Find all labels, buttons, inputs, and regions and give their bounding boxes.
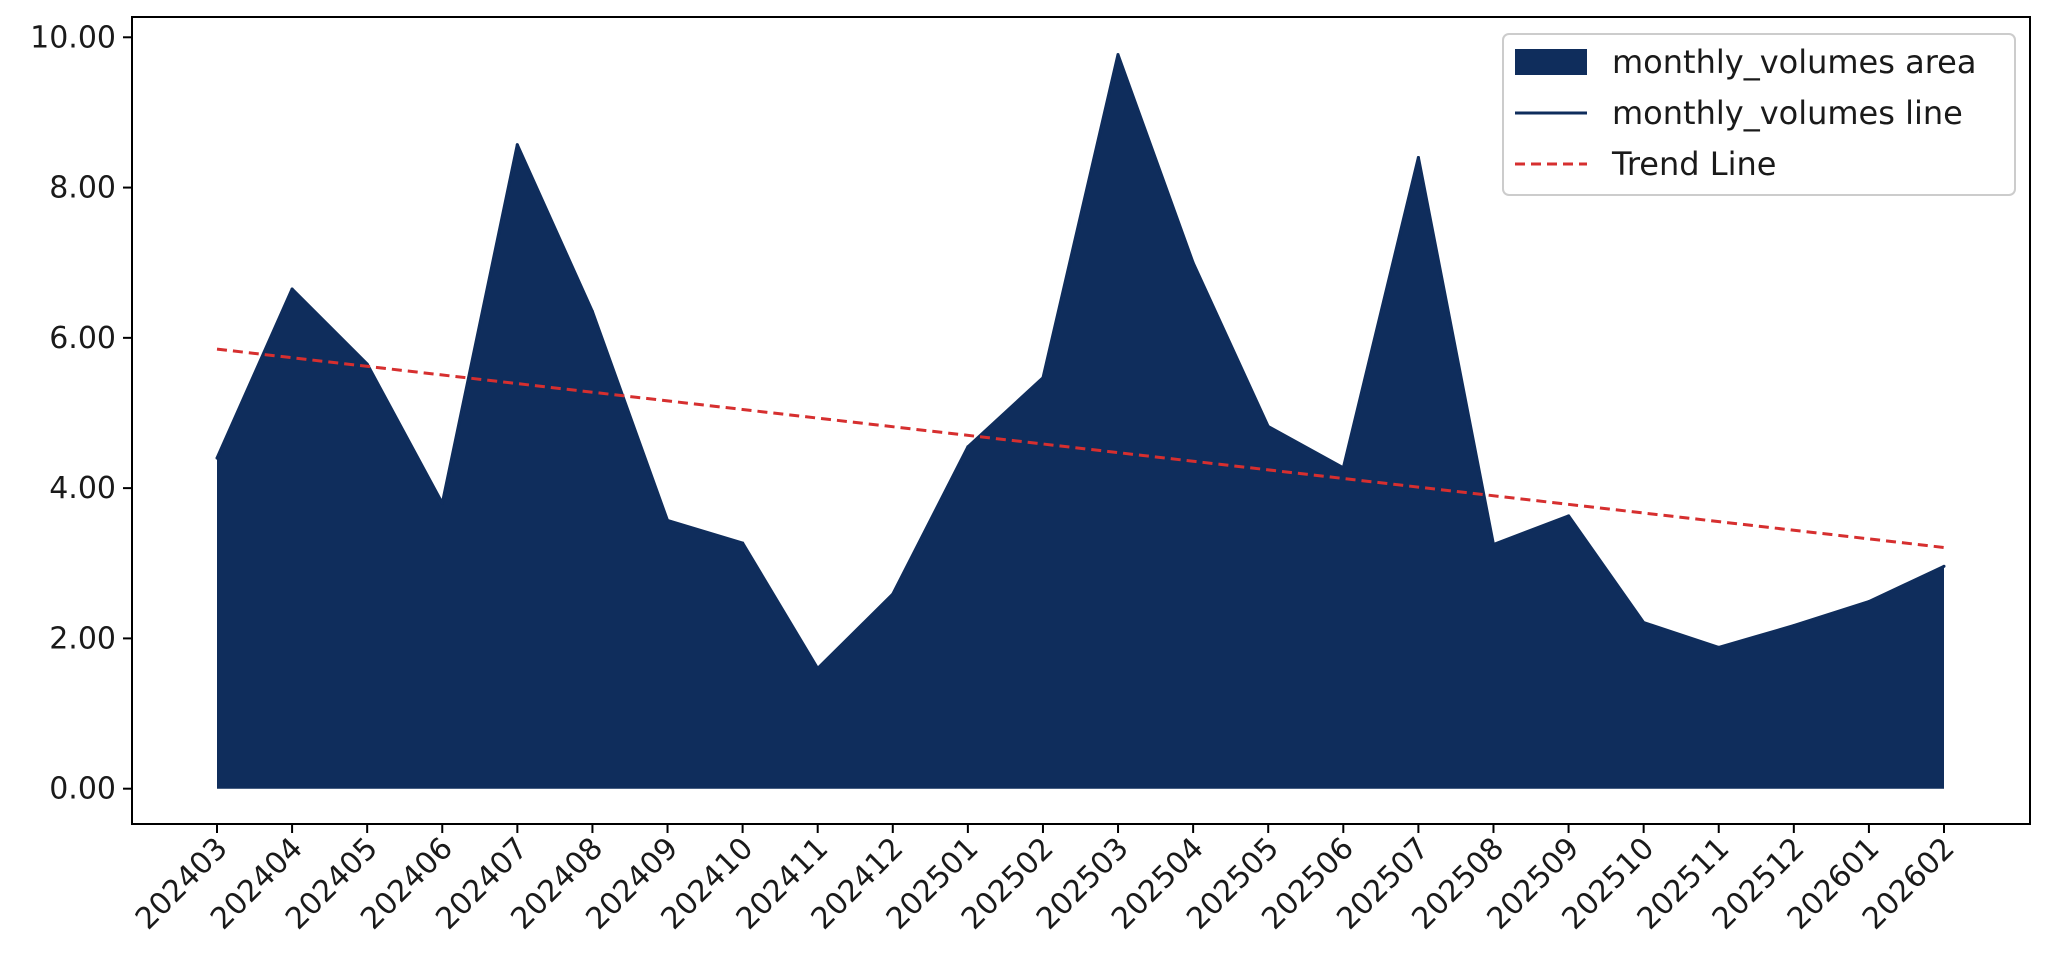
trend-line xyxy=(216,347,1945,549)
legend-swatch-area xyxy=(1515,49,1587,75)
data-point xyxy=(1717,645,1721,649)
x-axis: 2024032024042024052024062024072024082024… xyxy=(129,824,1962,937)
data-point xyxy=(816,667,820,670)
data-point xyxy=(1041,376,1045,380)
trend-layer xyxy=(216,347,1945,549)
legend-label-area: monthly_volumes area xyxy=(1612,43,1976,81)
data-point xyxy=(1266,425,1270,428)
legend: monthly_volumes area monthly_volumes lin… xyxy=(1502,33,2016,196)
data-point xyxy=(515,143,519,147)
area-layer xyxy=(215,53,1946,789)
data-point xyxy=(440,501,444,505)
data-point xyxy=(590,310,594,313)
y-tick-label: 4.00 xyxy=(49,471,116,506)
legend-label-trend: Trend Line xyxy=(1611,145,1776,183)
y-tick-label: 2.00 xyxy=(49,621,116,656)
data-point xyxy=(741,541,745,545)
data-point xyxy=(1116,53,1120,57)
legend-box xyxy=(1502,33,2016,196)
data-point xyxy=(891,592,895,596)
legend-label-line: monthly_volumes line xyxy=(1612,94,1963,132)
data-point xyxy=(1867,600,1871,604)
data-point xyxy=(1642,621,1646,625)
data-point xyxy=(1942,564,1946,568)
data-point xyxy=(290,287,294,291)
series-line-0 xyxy=(215,53,1945,670)
y-tick-label: 10.00 xyxy=(30,20,116,55)
data-point xyxy=(1492,543,1495,546)
data-point xyxy=(1341,466,1345,470)
data-point xyxy=(966,445,970,449)
data-point xyxy=(1792,624,1796,628)
y-axis: 0.00 2.00 4.00 6.00 8.00 10.00 xyxy=(30,20,132,807)
y-tick-label: 6.00 xyxy=(49,321,116,356)
data-point xyxy=(1567,514,1571,518)
y-tick-label: 8.00 xyxy=(49,171,116,206)
area-fill-series-0 xyxy=(217,54,1944,789)
data-point xyxy=(666,518,669,522)
data-point xyxy=(215,456,219,460)
plot-frame xyxy=(131,16,2031,825)
data-point xyxy=(1416,156,1420,159)
y-tick-label: 0.00 xyxy=(49,772,116,807)
data-point xyxy=(1191,261,1195,265)
